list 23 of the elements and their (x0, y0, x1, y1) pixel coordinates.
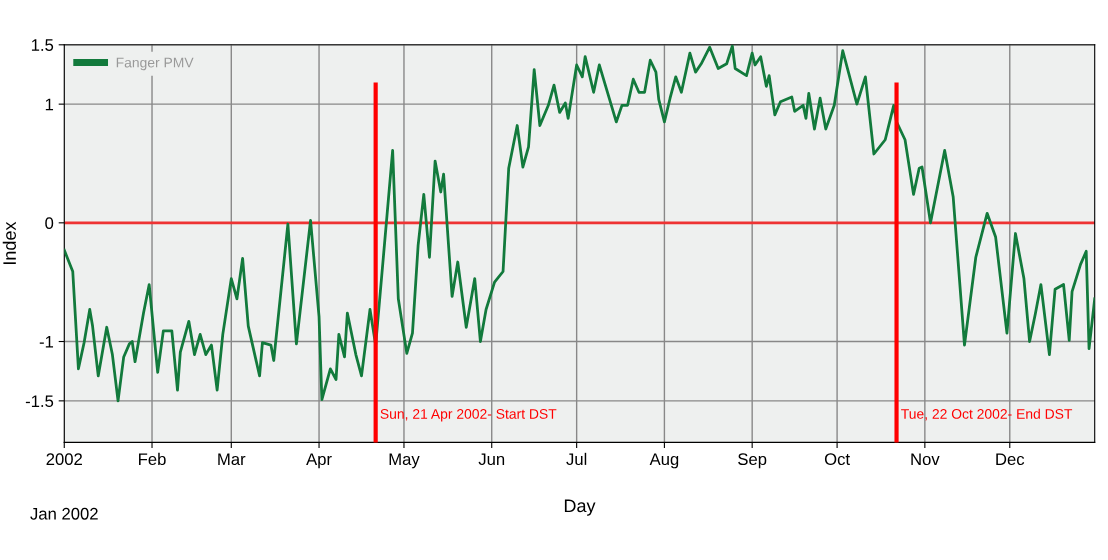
legend-label: Fanger PMV (116, 57, 194, 71)
x-tick-label: Nov (911, 453, 940, 466)
text: Jan 2002 (30, 507, 98, 520)
y-tick-label: -1 (39, 336, 54, 348)
ref-line-label: Tue, 22 Oct 2002- End DST (901, 408, 1073, 421)
x-tick-label: Aug (649, 453, 679, 469)
x-axis-title: Day (564, 499, 596, 516)
x-tick-label: 2002 (46, 453, 82, 466)
x-tick-label: Apr (306, 453, 332, 469)
y-tick-label: 1 (45, 98, 54, 111)
x-tick-label: Jul (566, 452, 587, 466)
x-tick-label: May (389, 453, 420, 469)
y-tick-label: 1.5 (31, 39, 54, 51)
x-tick-label: Mar (218, 453, 246, 466)
ref-line-label: Sun, 21 Apr 2002- Start DST (380, 409, 557, 422)
x-tick-label: Sep (738, 453, 767, 469)
x-tick-label: Jun (478, 453, 505, 466)
x-tick-label: Feb (139, 452, 166, 466)
x-tick-label: Dec (996, 453, 1025, 466)
y-axis-title: Index (2, 221, 17, 265)
y-tick-label: -1.5 (25, 395, 54, 408)
y-tick-label: 0 (45, 217, 54, 230)
x-tick-label: Oct (824, 453, 850, 466)
